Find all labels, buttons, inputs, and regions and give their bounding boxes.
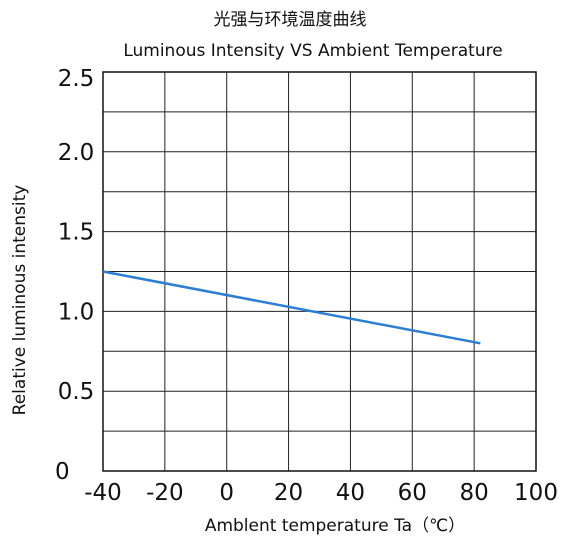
- x-tick-label-7: 100: [514, 480, 558, 506]
- x-tick-label-3: 20: [274, 480, 303, 506]
- y-tick-label-1: 0.5: [58, 379, 95, 405]
- x-tick-label-4: 40: [336, 480, 365, 506]
- y-tick-label-4: 2.0: [58, 140, 95, 166]
- y-tick-label-3: 1.5: [58, 220, 95, 246]
- series-layer: [102, 270, 481, 345]
- grid: [103, 72, 536, 471]
- x-tick-labels: -40 -20 0 20 40 60 80 100: [84, 480, 558, 506]
- x-axis-label: Amblent temperature Ta（℃）: [205, 516, 465, 536]
- y-tick-labels: 0 0.5 1.0 1.5 2.0 2.5: [55, 66, 94, 485]
- x-tick-label-2: 0: [219, 480, 234, 506]
- y-tick-label-2: 1.0: [58, 299, 95, 325]
- y-tick-label-0: 0: [55, 459, 70, 485]
- x-tick-label-0: -40: [84, 480, 122, 506]
- x-tick-label-6: 80: [460, 480, 489, 506]
- y-axis-label: Relative luminous intensity: [10, 185, 30, 416]
- chart-subtitle: Luminous Intensity VS Ambient Temperatur…: [123, 41, 502, 61]
- x-tick-label-5: 60: [398, 480, 427, 506]
- series-line-0: [102, 270, 481, 345]
- chart-title: 光强与环境温度曲线: [214, 10, 367, 30]
- x-tick-label-1: -20: [146, 480, 184, 506]
- y-tick-label-5: 2.5: [58, 66, 95, 92]
